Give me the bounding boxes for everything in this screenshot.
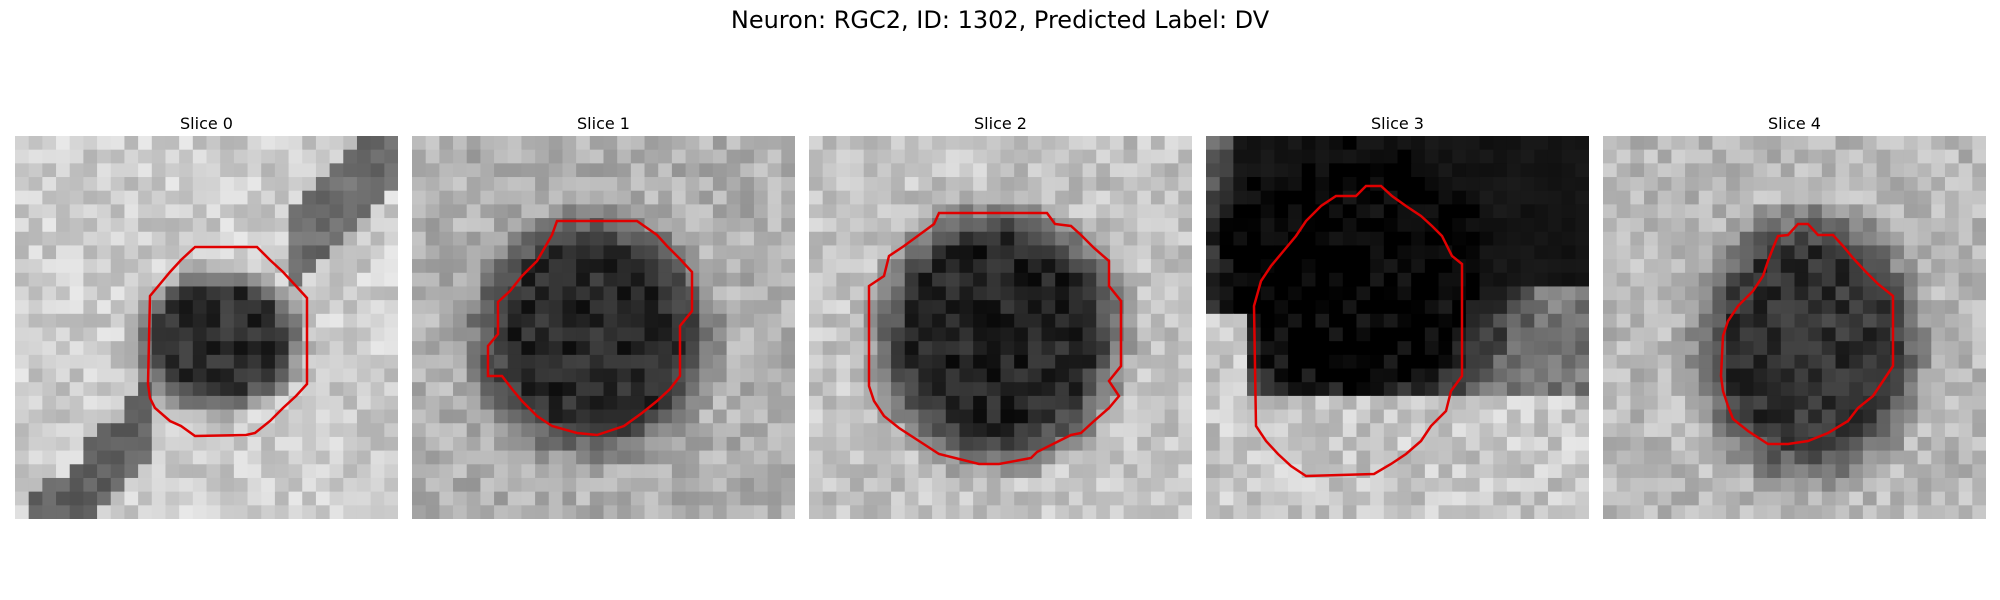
slice-panel-3: Slice 3: [1206, 112, 1589, 519]
slice-title-4: Slice 4: [1768, 114, 1821, 133]
slice-title-0: Slice 0: [180, 114, 233, 133]
slice-title-2: Slice 2: [974, 114, 1027, 133]
slice-image-0: [15, 136, 398, 519]
roi-contour: [146, 245, 309, 438]
pixel-grid: [412, 136, 795, 519]
slice-panel-0: Slice 0: [15, 112, 398, 519]
pixel-grid: [809, 136, 1192, 519]
slice-image-4: [1603, 136, 1986, 519]
slice-panel-2: Slice 2: [809, 112, 1192, 519]
slice-title-3: Slice 3: [1371, 114, 1424, 133]
slice-image-2: [809, 136, 1192, 519]
slice-panel-1: Slice 1: [412, 112, 795, 519]
roi-contour: [1252, 184, 1464, 478]
pixel-grid: [1603, 136, 1986, 519]
roi-contour: [1719, 222, 1895, 446]
figure-title: Neuron: RGC2, ID: 1302, Predicted Label:…: [730, 6, 1270, 34]
slice-panel-4: Slice 4: [1603, 112, 1986, 519]
slice-image-1: [412, 136, 795, 519]
pixel-grid: [1206, 136, 1589, 519]
pixel-grid: [15, 136, 398, 519]
roi-contour: [486, 219, 694, 437]
slice-title-1: Slice 1: [577, 114, 630, 133]
roi-contour: [867, 211, 1123, 466]
slice-image-3: [1206, 136, 1589, 519]
